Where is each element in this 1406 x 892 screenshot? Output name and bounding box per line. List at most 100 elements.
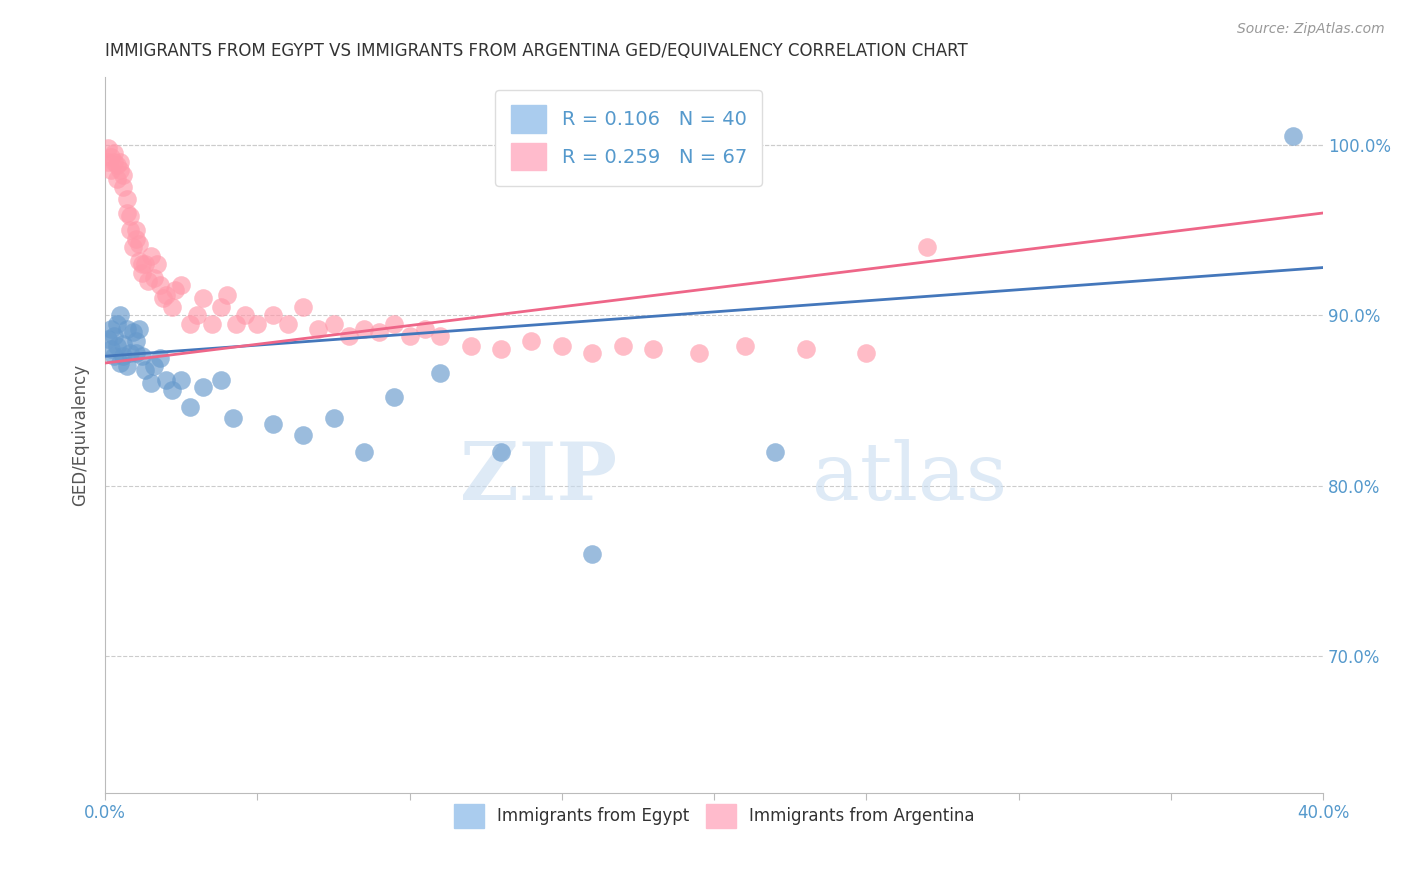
Point — [337, 328, 360, 343]
Point — [128, 253, 150, 268]
Point — [105, 339, 128, 353]
Point — [124, 346, 146, 360]
Point — [368, 326, 391, 340]
Point — [489, 343, 512, 357]
Point — [118, 223, 141, 237]
Point — [110, 356, 132, 370]
Text: atlas: atlas — [811, 439, 1007, 516]
Point — [201, 317, 224, 331]
Point — [643, 343, 665, 357]
Point — [179, 401, 201, 415]
Point — [112, 180, 135, 194]
Point — [149, 351, 172, 365]
Point — [105, 317, 128, 331]
Point — [581, 547, 603, 561]
Point — [489, 444, 512, 458]
Point — [112, 349, 135, 363]
Point — [209, 300, 232, 314]
Point — [112, 169, 135, 183]
Point — [353, 322, 375, 336]
Point — [292, 427, 315, 442]
Point — [128, 322, 150, 336]
Point — [262, 308, 284, 322]
Point — [124, 334, 146, 348]
Point — [118, 210, 141, 224]
Point — [142, 270, 165, 285]
Point — [384, 317, 406, 331]
Point — [429, 328, 451, 343]
Point — [134, 363, 156, 377]
Point — [136, 274, 159, 288]
Point — [152, 291, 174, 305]
Point — [246, 317, 269, 331]
Point — [160, 384, 183, 398]
Point — [322, 410, 344, 425]
Y-axis label: GED/Equivalency: GED/Equivalency — [72, 364, 89, 506]
Point — [110, 154, 132, 169]
Point — [225, 317, 247, 331]
Point — [97, 141, 120, 155]
Point — [186, 308, 208, 322]
Point — [384, 390, 406, 404]
Point — [551, 339, 574, 353]
Point — [134, 257, 156, 271]
Text: IMMIGRANTS FROM EGYPT VS IMMIGRANTS FROM ARGENTINA GED/EQUIVALENCY CORRELATION C: IMMIGRANTS FROM EGYPT VS IMMIGRANTS FROM… — [105, 42, 967, 60]
Point — [763, 444, 786, 458]
Point — [103, 349, 125, 363]
Point — [1281, 129, 1303, 144]
Point — [131, 349, 153, 363]
Point — [110, 163, 132, 178]
Point — [209, 373, 232, 387]
Point — [292, 300, 315, 314]
Point — [139, 376, 162, 391]
Point — [100, 163, 122, 178]
Point — [142, 359, 165, 374]
Point — [170, 373, 193, 387]
Point — [179, 317, 201, 331]
Point — [160, 300, 183, 314]
Point — [165, 283, 187, 297]
Point — [794, 343, 817, 357]
Point — [146, 257, 169, 271]
Point — [917, 240, 939, 254]
Point — [118, 346, 141, 360]
Point — [233, 308, 256, 322]
Point — [398, 328, 420, 343]
Point — [124, 231, 146, 245]
Point — [131, 266, 153, 280]
Point — [277, 317, 299, 331]
Point — [115, 359, 138, 374]
Point — [128, 236, 150, 251]
Point — [121, 326, 143, 340]
Point — [170, 277, 193, 292]
Point — [413, 322, 436, 336]
Point — [460, 339, 482, 353]
Point — [100, 150, 122, 164]
Point — [520, 334, 543, 348]
Point — [353, 444, 375, 458]
Point — [121, 240, 143, 254]
Point — [191, 380, 214, 394]
Point — [100, 322, 122, 336]
Point — [734, 339, 756, 353]
Point — [115, 206, 138, 220]
Point — [131, 257, 153, 271]
Legend: Immigrants from Egypt, Immigrants from Argentina: Immigrants from Egypt, Immigrants from A… — [447, 797, 981, 834]
Point — [103, 146, 125, 161]
Point — [222, 410, 245, 425]
Text: Source: ZipAtlas.com: Source: ZipAtlas.com — [1237, 22, 1385, 37]
Point — [124, 223, 146, 237]
Point — [105, 158, 128, 172]
Point — [191, 291, 214, 305]
Point — [110, 308, 132, 322]
Point — [612, 339, 634, 353]
Point — [139, 249, 162, 263]
Point — [215, 288, 238, 302]
Point — [112, 337, 135, 351]
Point — [322, 317, 344, 331]
Point — [103, 328, 125, 343]
Point — [155, 373, 177, 387]
Point — [429, 366, 451, 380]
Point — [115, 322, 138, 336]
Point — [100, 343, 122, 357]
